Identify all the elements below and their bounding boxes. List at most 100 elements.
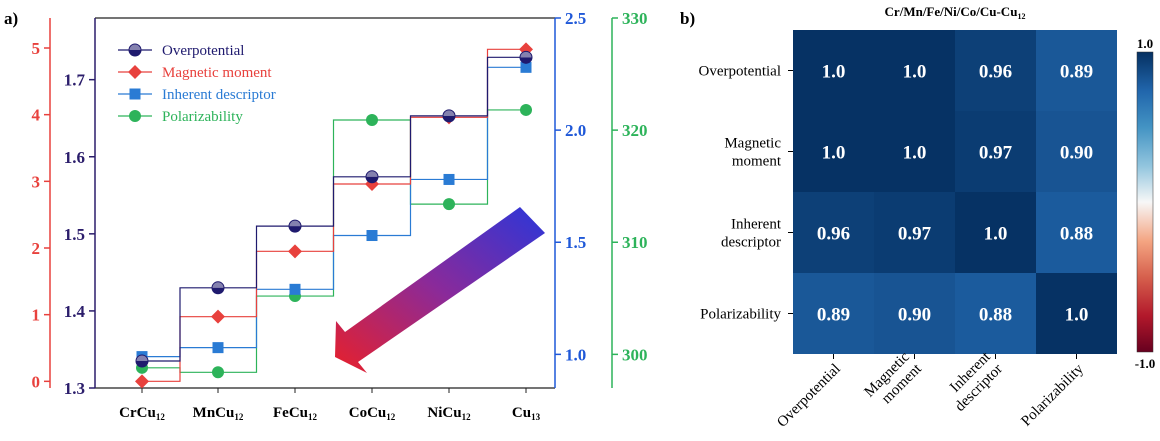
heatmap-cell — [1036, 111, 1117, 192]
inherent-descriptor-point — [366, 230, 378, 242]
polarizability-axis-tick-label: 310 — [622, 233, 648, 252]
heatmap-col-label: Polarizability — [1018, 361, 1087, 430]
heatmap-cell-value: 0.89 — [1060, 62, 1093, 83]
heatmap-row-label: Magnetic moment — [724, 136, 781, 170]
legend-label-overpotential: Overpotential — [162, 43, 244, 59]
overpotential-axis-tick-label: 1.3 — [64, 379, 85, 398]
inherent-descriptor-line — [142, 66, 526, 358]
legend-marker-magnetic-moment — [128, 65, 142, 79]
x-tick-label: Cu13 — [512, 405, 541, 422]
legend-item-magnetic-moment: Magnetic moment — [118, 65, 272, 81]
inherent-descriptor-axis-tick-label: 2.5 — [565, 9, 586, 28]
legend-marker-polarizability — [129, 110, 141, 122]
inherent-descriptor-point — [212, 342, 224, 354]
x-tick-labels: CrCu12 MnCu12 FeCu12 CoCu12 NiCu12 Cu13 — [119, 405, 540, 422]
heatmap-col-label: Overpotential — [774, 361, 844, 431]
x-tick-label: NiCu12 — [427, 405, 471, 422]
heatmap-col-label: Inherentdescriptor — [940, 348, 1006, 414]
colorbar-min-label: -1.0 — [1135, 356, 1156, 371]
svg-text:Overpotential: Overpotential — [774, 361, 844, 431]
inherent-descriptor-point — [443, 173, 455, 185]
svg-text:Inherentdescriptor: Inherentdescriptor — [940, 348, 1006, 414]
heatmap-cell-value: 0.88 — [1060, 224, 1093, 245]
heatmap-col-label: Magneticmoment — [861, 348, 925, 412]
heatmap-cell — [874, 30, 955, 111]
heatmap-cell-value: 1.0 — [903, 62, 927, 83]
x-tick-label: FeCu12 — [273, 405, 318, 422]
inherent-descriptor-axis-tick-label: 1.0 — [565, 345, 586, 364]
heatmap-cell-value: 1.0 — [822, 62, 846, 83]
overpotential-axis-tick-label: 1.7 — [64, 71, 86, 90]
magnetic-moment-point — [135, 374, 149, 389]
legend-item-polarizability: Polarizability — [118, 109, 243, 125]
heatmap-row-label: Inherent descriptor — [721, 217, 782, 251]
heatmap-cell — [793, 30, 874, 111]
polarizability-axis-tick-label: 330 — [622, 9, 648, 28]
svg-text:Magneticmoment: Magneticmoment — [861, 348, 925, 412]
overpotential-point — [211, 281, 225, 295]
heatmap-cell-value: 0.90 — [898, 305, 931, 326]
legend-marker-overpotential — [128, 43, 142, 57]
heatmap-row-label: Overpotential — [699, 64, 781, 80]
heatmap-cell-value: 0.89 — [817, 305, 850, 326]
heatmap-cell — [874, 111, 955, 192]
colorbar-max-label: 1.0 — [1137, 36, 1153, 51]
heatmap-cell — [793, 273, 874, 354]
heatmap-cell-value: 1.0 — [903, 143, 927, 164]
overpotential-axis-tick-label: 1.4 — [64, 302, 86, 321]
polarizability-axis-tick-label: 300 — [622, 345, 648, 364]
x-tick-label: CoCu12 — [349, 405, 396, 422]
heatmap-cell-value: 1.0 — [984, 224, 1008, 245]
heatmap-cell-value: 0.96 — [979, 62, 1012, 83]
polarizability-point — [520, 103, 532, 116]
x-tick-label: CrCu12 — [119, 405, 165, 422]
heatmap-cell — [955, 273, 1036, 354]
magnetic-moment-point — [288, 244, 302, 259]
legend-label-polarizability: Polarizability — [162, 109, 243, 125]
legend-label-inherent-descriptor: Inherent descriptor — [162, 87, 276, 103]
magnetic-moment-axis-tick-label: 2 — [32, 239, 41, 258]
panel-a-label: a) — [4, 9, 18, 28]
colorbar — [1136, 51, 1154, 353]
polarizability-point — [366, 114, 378, 127]
legend-item-inherent-descriptor: Inherent descriptor — [118, 87, 276, 103]
heatmap-title: Cr/Mn/Fe/Ni/Co/Cu-Cu12 — [885, 4, 1026, 21]
panel-a-axes: 0 1 2 3 4 5 1.3 1.4 1.5 1.6 1.7 1.0 1.5 2.0 2.5 300 310 3… — [32, 9, 648, 398]
overpotential-point — [365, 170, 379, 184]
legend-marker-inherent-descriptor — [129, 88, 141, 100]
magnetic-moment-axis-tick-label: 5 — [32, 39, 41, 58]
panel-b-label: b) — [680, 9, 695, 28]
heatmap: 1.0 1.0 0.96 0.89 1.0 1.0 0.97 0.90 0.96 0.97 1.0 0… — [699, 30, 1117, 431]
heatmap-cell — [874, 273, 955, 354]
magnetic-moment-axis-tick-label: 0 — [32, 372, 41, 391]
panel-a: a) 0 1 2 3 4 5 1.3 1.4 1.5 1.6 1.7 1.0 1.5 2.0 2.5 300 3… — [4, 9, 648, 422]
heatmap-cell — [955, 192, 1036, 273]
x-tick-label: MnCu12 — [193, 405, 244, 422]
heatmap-cell — [1036, 30, 1117, 111]
heatmap-cell-value: 1.0 — [1065, 305, 1089, 326]
heatmap-row-label: Polarizability — [700, 307, 781, 323]
magnetic-moment-axis-tick-label: 1 — [32, 306, 41, 325]
polarizability-point — [443, 198, 455, 211]
inherent-descriptor-point — [289, 283, 301, 295]
heatmap-cell-value: 0.90 — [1060, 143, 1093, 164]
overpotential-point — [442, 109, 456, 123]
legend: Overpotential Magnetic moment Inherent des… — [118, 43, 276, 125]
heatmap-cell — [1036, 273, 1117, 354]
legend-item-overpotential: Overpotential — [118, 43, 244, 59]
overpotential-axis-tick-label: 1.5 — [64, 225, 85, 244]
inherent-descriptor-axis-tick-label: 1.5 — [565, 233, 586, 252]
heatmap-cell — [874, 192, 955, 273]
inherent-descriptor-axis-tick-label: 2.0 — [565, 121, 586, 140]
overpotential-point — [519, 50, 533, 64]
magnetic-moment-axis-tick-label: 3 — [32, 172, 41, 191]
overpotential-line — [142, 56, 526, 362]
heatmap-cell — [1036, 192, 1117, 273]
overpotential-point — [135, 354, 149, 368]
heatmap-cell — [793, 192, 874, 273]
inherent-descriptor-point — [520, 61, 532, 73]
heatmap-cell-value: 0.97 — [979, 143, 1013, 164]
panel-b: b) Cr/Mn/Fe/Ni/Co/Cu-Cu12 1.0 1.0 0.96 0.89… — [680, 4, 1155, 431]
